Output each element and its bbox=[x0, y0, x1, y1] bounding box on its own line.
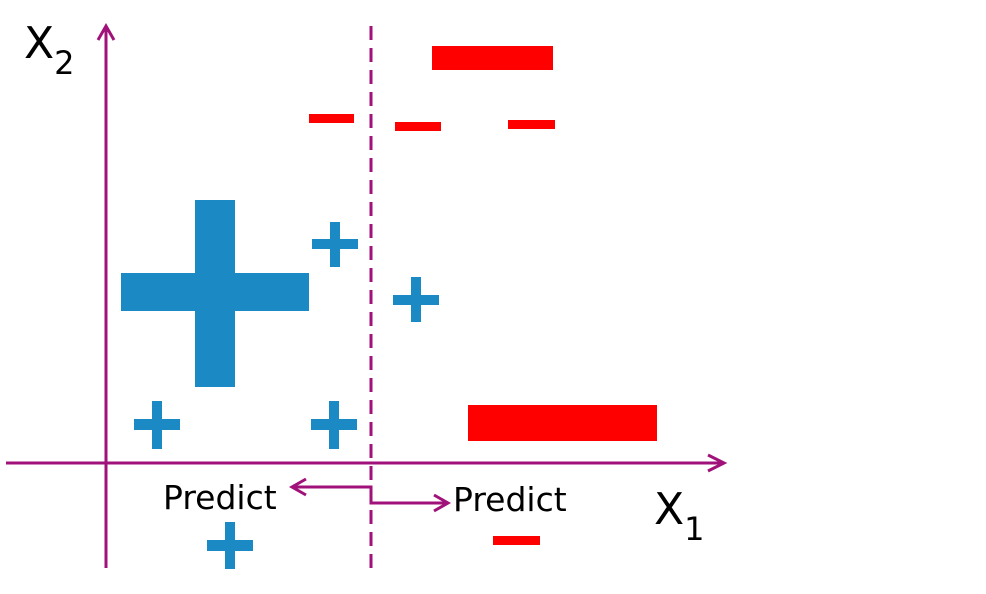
axes bbox=[6, 22, 728, 568]
plus-icon bbox=[121, 200, 309, 387]
minus-icon bbox=[309, 114, 354, 123]
left-prediction-plus-icon bbox=[207, 522, 253, 569]
x-axis-label-base: X bbox=[654, 484, 684, 535]
right-predict-label: Predict bbox=[453, 480, 567, 519]
minus-icon bbox=[395, 122, 441, 131]
minus-icon bbox=[468, 405, 657, 441]
right-prediction-minus-icon bbox=[493, 536, 540, 545]
plus-icon bbox=[393, 277, 439, 322]
left-predict-arrowhead bbox=[288, 477, 307, 497]
y-axis-label-subscript: 2 bbox=[54, 44, 74, 82]
x-axis-arrowhead bbox=[707, 453, 728, 473]
plus-icon bbox=[311, 401, 357, 449]
x-axis-label: X1 bbox=[654, 484, 705, 548]
x-axis-label-subscript: 1 bbox=[684, 510, 704, 548]
minus-icon bbox=[432, 46, 553, 70]
data-markers bbox=[121, 46, 657, 569]
plus-icon bbox=[312, 222, 358, 267]
y-axis-label: X2 bbox=[24, 18, 75, 82]
minus-icon bbox=[508, 120, 555, 129]
right-predict-arrowhead bbox=[433, 493, 452, 513]
right-predict-arrow bbox=[369, 490, 446, 505]
y-axis-arrowhead bbox=[96, 22, 116, 41]
y-axis-label-base: X bbox=[24, 18, 54, 69]
left-predict-label: Predict bbox=[163, 478, 277, 517]
predict-arrows bbox=[288, 477, 452, 513]
plus-icon bbox=[134, 401, 180, 449]
